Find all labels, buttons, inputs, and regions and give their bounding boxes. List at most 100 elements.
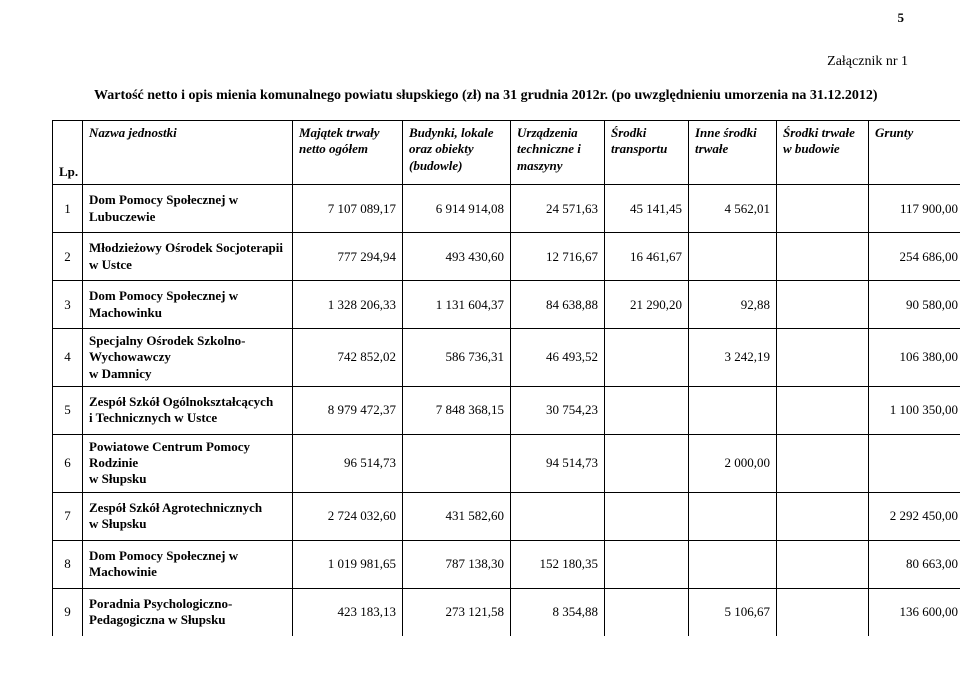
cell-lp: 4 [53,329,83,387]
cell-name: Młodzieżowy Ośrodek Socjoterapii w Ustce [83,233,293,281]
cell-c7: 136 600,00 [869,588,960,636]
cell-lp: 7 [53,492,83,540]
document-page: 5 Załącznik nr 1 Wartość netto i opis mi… [0,0,960,688]
col-lp: Lp. [53,121,83,185]
attachment-label: Załącznik nr 1 [52,54,908,70]
cell-c4: 21 290,20 [605,281,689,329]
cell-c1: 742 852,02 [293,329,403,387]
cell-c4 [605,588,689,636]
cell-c4 [605,329,689,387]
cell-c4: 45 141,45 [605,185,689,233]
cell-c4 [605,434,689,492]
cell-c5: 92,88 [689,281,777,329]
table-row: 7Zespół Szkół Agrotechnicznych w Słupsku… [53,492,960,540]
cell-c5: 5 106,67 [689,588,777,636]
cell-lp: 8 [53,540,83,588]
cell-c5: 2 000,00 [689,434,777,492]
cell-c3 [511,492,605,540]
cell-c6 [777,185,869,233]
cell-name: Powiatowe Centrum Pomocy Rodzinie w Słup… [83,434,293,492]
cell-c1: 96 514,73 [293,434,403,492]
cell-c7: 90 580,00 [869,281,960,329]
cell-c7: 1 100 350,00 [869,386,960,434]
table-row: 4Specjalny Ośrodek Szkolno-Wychowawczy w… [53,329,960,387]
cell-c2: 273 121,58 [403,588,511,636]
cell-lp: 6 [53,434,83,492]
cell-lp: 9 [53,588,83,636]
cell-name: Dom Pomocy Społecznej w Lubuczewie [83,185,293,233]
cell-c7: 80 663,00 [869,540,960,588]
col-transport: Środki transportu [605,121,689,185]
table-header: Lp. Nazwa jednostki Majątek trwały netto… [53,121,960,185]
col-total: Majątek trwały netto ogółem [293,121,403,185]
table-row: 9Poradnia Psychologiczno-Pedagogiczna w … [53,588,960,636]
cell-name: Specjalny Ośrodek Szkolno-Wychowawczy w … [83,329,293,387]
cell-c6 [777,233,869,281]
col-name: Nazwa jednostki [83,121,293,185]
table-row: 6Powiatowe Centrum Pomocy Rodzinie w Słu… [53,434,960,492]
cell-c1: 8 979 472,37 [293,386,403,434]
cell-c7: 254 686,00 [869,233,960,281]
cell-c3: 12 716,67 [511,233,605,281]
cell-c5 [689,540,777,588]
cell-lp: 1 [53,185,83,233]
cell-c6 [777,281,869,329]
cell-c6 [777,329,869,387]
cell-name: Dom Pomocy Społecznej w Machowinku [83,281,293,329]
table-row: 1Dom Pomocy Społecznej w Lubuczewie7 107… [53,185,960,233]
cell-c2: 493 430,60 [403,233,511,281]
cell-c6 [777,588,869,636]
cell-c1: 1 019 981,65 [293,540,403,588]
cell-c2: 431 582,60 [403,492,511,540]
cell-c1: 1 328 206,33 [293,281,403,329]
document-title: Wartość netto i opis mienia komunalnego … [52,88,908,104]
col-in-progress: Środki trwałe w budowie [777,121,869,185]
cell-c5: 3 242,19 [689,329,777,387]
cell-c6 [777,540,869,588]
cell-c3: 24 571,63 [511,185,605,233]
cell-c1: 777 294,94 [293,233,403,281]
cell-c7: 117 900,00 [869,185,960,233]
cell-c2: 7 848 368,15 [403,386,511,434]
cell-c6 [777,434,869,492]
cell-c4 [605,540,689,588]
cell-name: Zespół Szkół Agrotechnicznych w Słupsku [83,492,293,540]
col-other-fixed: Inne środki trwałe [689,121,777,185]
cell-c5: 4 562,01 [689,185,777,233]
col-buildings: Budynki, lokale oraz obiekty (budowle) [403,121,511,185]
cell-c3: 152 180,35 [511,540,605,588]
cell-c3: 8 354,88 [511,588,605,636]
cell-c2 [403,434,511,492]
cell-c3: 94 514,73 [511,434,605,492]
cell-c7 [869,434,960,492]
cell-c4 [605,386,689,434]
col-land: Grunty [869,121,960,185]
cell-lp: 5 [53,386,83,434]
page-number: 5 [898,10,905,26]
cell-name: Zespół Szkół Ogólnokształcących i Techni… [83,386,293,434]
table-body: 1Dom Pomocy Społecznej w Lubuczewie7 107… [53,185,960,637]
cell-c6 [777,386,869,434]
cell-c7: 2 292 450,00 [869,492,960,540]
cell-c2: 1 131 604,37 [403,281,511,329]
cell-c4 [605,492,689,540]
cell-c3: 30 754,23 [511,386,605,434]
cell-c7: 106 380,00 [869,329,960,387]
cell-lp: 3 [53,281,83,329]
cell-c5 [689,233,777,281]
cell-name: Dom Pomocy Społecznej w Machowinie [83,540,293,588]
cell-c5 [689,386,777,434]
cell-c4: 16 461,67 [605,233,689,281]
cell-c2: 6 914 914,08 [403,185,511,233]
table-row: 2Młodzieżowy Ośrodek Socjoterapii w Ustc… [53,233,960,281]
cell-lp: 2 [53,233,83,281]
cell-c1: 423 183,13 [293,588,403,636]
data-table: Lp. Nazwa jednostki Majątek trwały netto… [52,120,960,636]
col-equipment: Urządzenia techniczne i maszyny [511,121,605,185]
cell-c6 [777,492,869,540]
table-row: 3Dom Pomocy Społecznej w Machowinku1 328… [53,281,960,329]
cell-c2: 787 138,30 [403,540,511,588]
cell-c1: 2 724 032,60 [293,492,403,540]
cell-c2: 586 736,31 [403,329,511,387]
table-row: 5Zespół Szkół Ogólnokształcących i Techn… [53,386,960,434]
